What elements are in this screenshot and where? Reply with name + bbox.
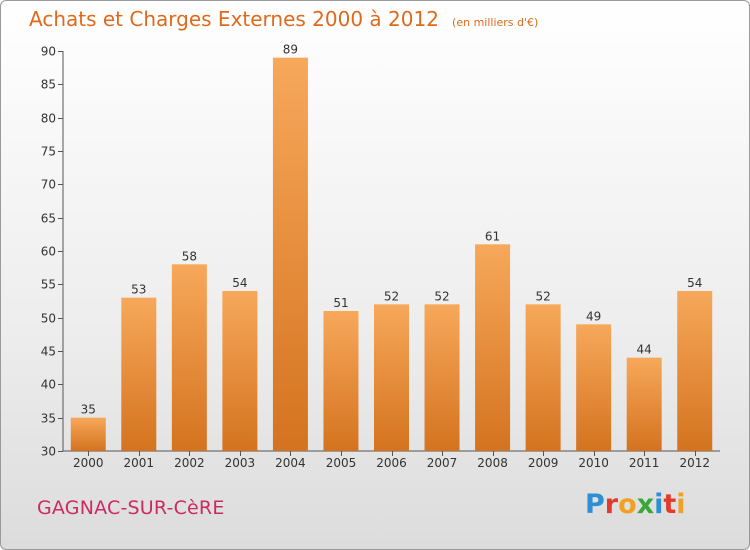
x-tick-label: 2001 bbox=[124, 456, 155, 470]
bar-2006 bbox=[374, 304, 409, 451]
x-tick-label: 2000 bbox=[73, 456, 104, 470]
y-tick-label: 40 bbox=[41, 378, 56, 392]
data-label: 52 bbox=[535, 289, 550, 303]
data-label: 61 bbox=[485, 229, 500, 243]
bar-2011 bbox=[626, 357, 662, 451]
bar-2000 bbox=[70, 417, 106, 451]
bar-2008 bbox=[475, 244, 511, 451]
bar-2012 bbox=[677, 291, 713, 451]
y-tick-label: 70 bbox=[41, 178, 56, 192]
bar-2007 bbox=[424, 304, 460, 451]
y-tick-label: 75 bbox=[41, 145, 56, 159]
data-label: 54 bbox=[232, 276, 247, 290]
bar-2005 bbox=[323, 311, 359, 451]
x-tick-label: 2011 bbox=[629, 456, 660, 470]
data-label: 49 bbox=[586, 309, 601, 323]
data-label: 51 bbox=[333, 296, 348, 310]
data-label: 53 bbox=[131, 283, 146, 297]
bar-2003 bbox=[222, 291, 258, 451]
x-tick-label: 2007 bbox=[427, 456, 458, 470]
bar-2010 bbox=[576, 324, 612, 451]
data-label: 52 bbox=[434, 289, 449, 303]
data-label: 35 bbox=[81, 403, 96, 417]
y-tick-label: 90 bbox=[41, 45, 56, 59]
y-tick-label: 60 bbox=[41, 245, 56, 259]
y-tick-label: 35 bbox=[41, 412, 56, 426]
chart-title: Achats et Charges Externes 2000 à 2012 (… bbox=[29, 7, 538, 31]
data-label: 89 bbox=[283, 43, 298, 57]
bar-2001 bbox=[121, 297, 157, 451]
bar-2002 bbox=[171, 264, 207, 451]
y-tick-label: 85 bbox=[41, 78, 56, 92]
x-tick-label: 2009 bbox=[528, 456, 559, 470]
data-label: 54 bbox=[687, 276, 702, 290]
y-tick-label: 30 bbox=[41, 445, 56, 459]
commune-name: GAGNAC-SUR-CèRE bbox=[37, 497, 225, 519]
bar-2004 bbox=[272, 57, 308, 452]
y-tick-label: 80 bbox=[41, 112, 56, 126]
chart-title-text: Achats et Charges Externes 2000 à 2012 bbox=[29, 7, 439, 31]
x-tick-label: 2002 bbox=[174, 456, 205, 470]
data-label: 44 bbox=[637, 343, 652, 357]
x-tick-label: 2008 bbox=[477, 456, 508, 470]
x-tick-label: 2004 bbox=[275, 456, 306, 470]
x-tick-label: 2010 bbox=[578, 456, 609, 470]
data-label: 58 bbox=[182, 249, 197, 263]
x-tick-label: 2003 bbox=[225, 456, 256, 470]
proxiti-logo: Proxiti bbox=[585, 489, 686, 520]
x-tick-label: 2005 bbox=[326, 456, 357, 470]
y-tick-label: 55 bbox=[41, 278, 56, 292]
x-tick-label: 2012 bbox=[679, 456, 710, 470]
x-tick-label: 2006 bbox=[376, 456, 407, 470]
bar-2009 bbox=[525, 304, 561, 451]
chart-unit-label: (en milliers d'€) bbox=[452, 16, 539, 29]
y-tick-label: 45 bbox=[41, 345, 56, 359]
y-tick-label: 50 bbox=[41, 312, 56, 326]
data-label: 52 bbox=[384, 289, 399, 303]
y-tick-label: 65 bbox=[41, 212, 56, 226]
